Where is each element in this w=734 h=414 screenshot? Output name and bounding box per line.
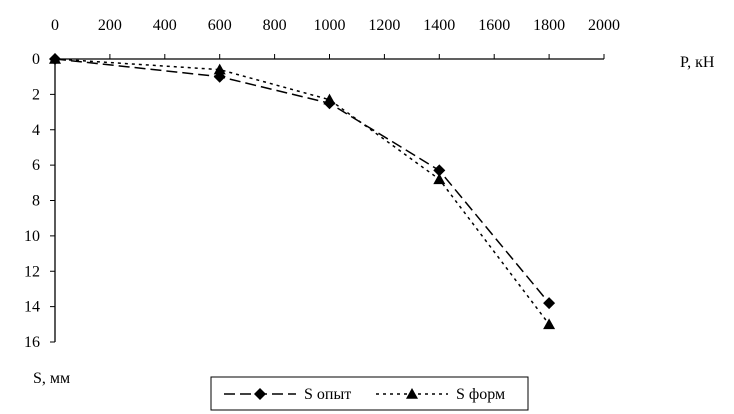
- y-axis: 0 2 4 6 8 10 12 14 16: [24, 51, 56, 351]
- x-tick-label: 400: [153, 17, 177, 34]
- legend-item-2: S форм: [376, 386, 505, 403]
- data-point: [433, 164, 446, 177]
- x-tick-label: 1800: [533, 17, 565, 34]
- y-tick-label: 10: [24, 228, 40, 245]
- legend-label: S форм: [456, 386, 505, 403]
- data-point: [543, 297, 556, 310]
- x-axis: 0 200 400 600 800 1000 1200 1400 1600 1800 2000: [51, 17, 620, 60]
- data-point: [543, 318, 556, 330]
- legend-label: S опыт: [304, 386, 351, 403]
- data-point: [323, 93, 336, 105]
- x-tick-label: 600: [208, 17, 232, 34]
- x-tick-label: 1400: [423, 17, 455, 34]
- series-2: [49, 53, 556, 330]
- legend-marker: [254, 388, 266, 400]
- data-point: [49, 53, 61, 64]
- x-tick-label: 2000: [588, 17, 620, 34]
- series-line: [54, 58, 550, 325]
- x-axis-title: P, кН: [680, 54, 715, 71]
- data-point: [213, 63, 226, 75]
- data-point: [433, 173, 446, 185]
- y-tick-label: 2: [32, 86, 40, 103]
- series-layer: [49, 53, 556, 330]
- y-tick-label: 0: [32, 51, 40, 68]
- x-tick-label: 0: [51, 17, 59, 34]
- legend: S опыт S форм: [210, 376, 529, 411]
- y-tick-label: 8: [32, 193, 40, 210]
- series-line: [54, 58, 550, 304]
- legend-item-1: S опыт: [224, 386, 351, 403]
- y-tick-label: 6: [32, 157, 40, 174]
- series-1: [49, 53, 556, 310]
- y-tick-label: 16: [24, 334, 40, 351]
- x-tick-label: 1000: [314, 17, 346, 34]
- legend-marker: [406, 388, 418, 399]
- y-tick-label: 4: [32, 122, 40, 139]
- x-tick-label: 800: [263, 17, 287, 34]
- y-axis-title: S, мм: [33, 370, 70, 387]
- x-tick-label: 1600: [478, 17, 510, 34]
- y-tick-label: 14: [24, 299, 40, 316]
- x-tick-label: 200: [98, 17, 122, 34]
- y-tick-label: 12: [24, 263, 40, 280]
- x-tick-label: 1200: [368, 17, 400, 34]
